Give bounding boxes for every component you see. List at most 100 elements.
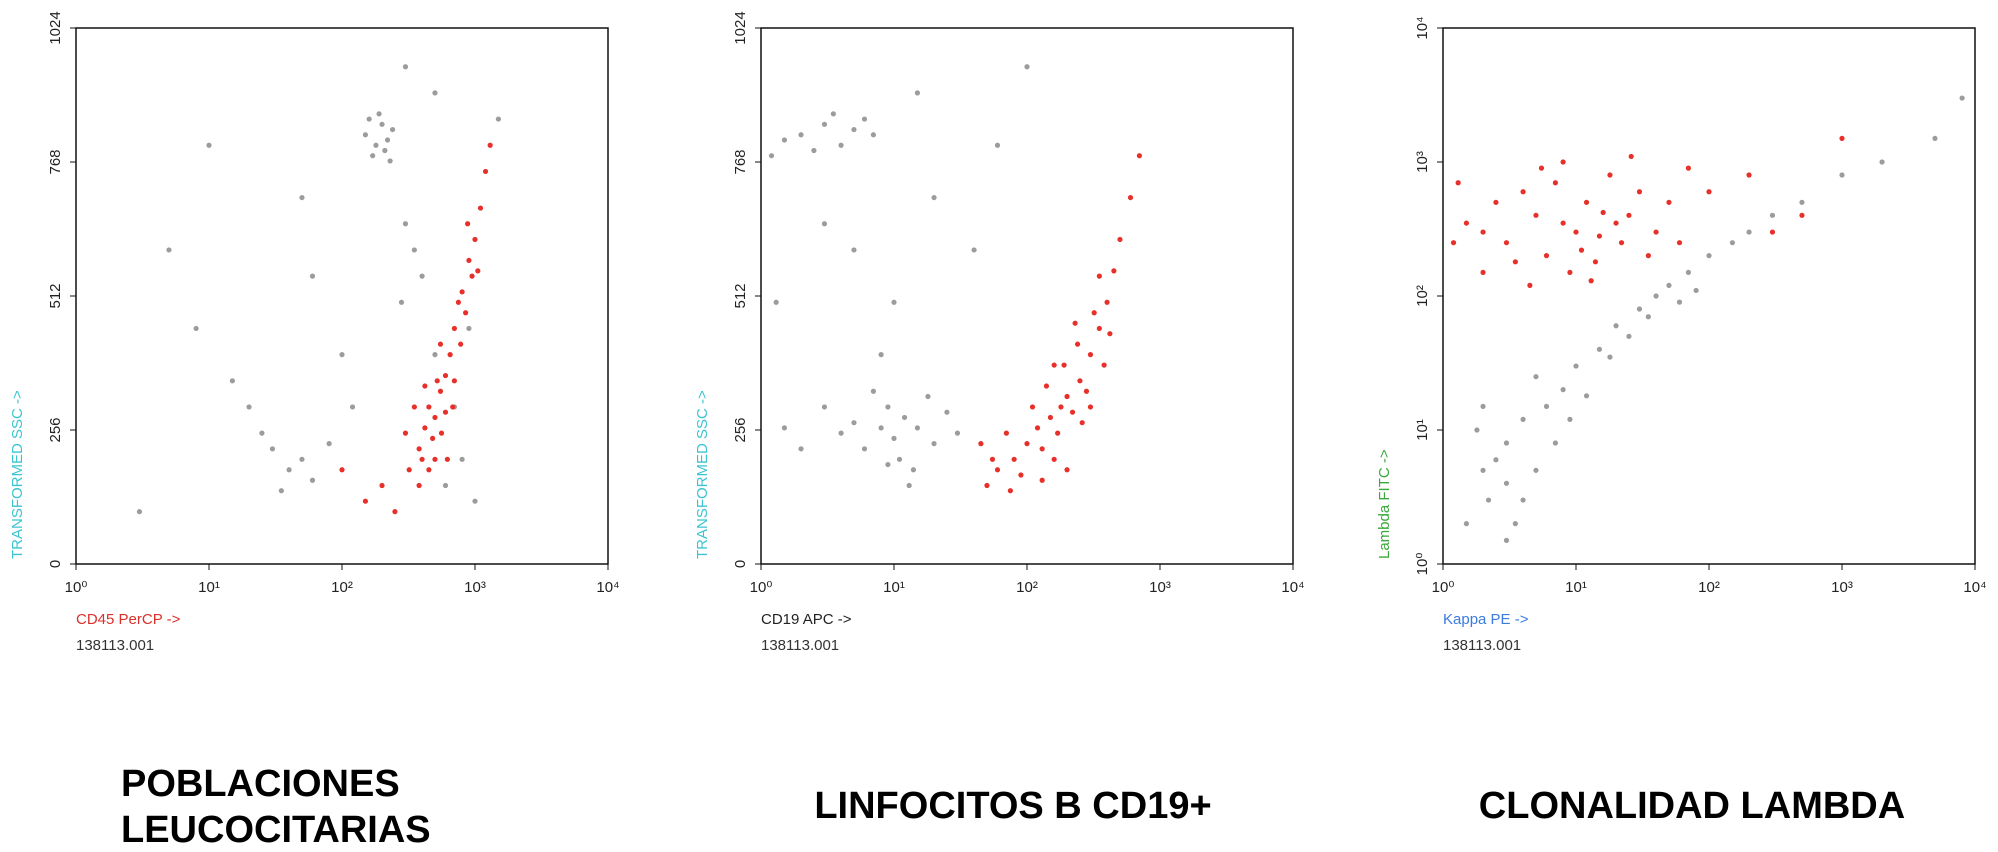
event-dot <box>1055 430 1061 436</box>
event-dot <box>1839 135 1845 142</box>
plot-frame <box>75 27 609 565</box>
event-dot <box>954 430 961 436</box>
event-dot <box>1003 430 1009 436</box>
event-dot <box>437 341 444 347</box>
x-tick-label: 10⁴ <box>596 579 619 596</box>
event-dot <box>398 299 405 305</box>
y-tick-label: 0 <box>732 560 749 568</box>
event-dot <box>1503 480 1510 486</box>
y-tick-label: 10² <box>1414 285 1431 307</box>
event-dot <box>1485 497 1492 503</box>
event-dot <box>1474 427 1480 433</box>
y-tick-label: 1024 <box>732 11 749 44</box>
y-axis-label: TRANSFORMED SSC -> <box>9 390 26 559</box>
event-dot <box>339 352 345 358</box>
sample-id: 138113.001 <box>761 637 839 654</box>
event-dot <box>1607 354 1613 360</box>
event-dot <box>781 137 788 143</box>
event-dot <box>1024 64 1030 70</box>
event-dot <box>432 456 438 462</box>
event-dot <box>1034 425 1041 431</box>
event-dot <box>821 404 828 410</box>
event-dot <box>1064 393 1070 400</box>
event-dot <box>1039 477 1045 483</box>
event-dot <box>1527 282 1533 288</box>
event-dot <box>1769 229 1776 235</box>
event-dot <box>821 121 828 127</box>
event-dot <box>1503 440 1510 446</box>
y-tick-label: 512 <box>47 283 64 308</box>
event-dot <box>1117 236 1123 243</box>
event-dot <box>1538 165 1545 171</box>
event-dot <box>432 90 438 96</box>
event-dot <box>1104 299 1110 305</box>
y-tick-label: 10⁴ <box>1414 16 1431 39</box>
event-dot <box>1618 240 1625 246</box>
event-dot <box>870 132 876 138</box>
event-dot <box>1043 383 1050 389</box>
x-tick-label: 10² <box>1698 579 1720 596</box>
event-dot <box>1029 404 1036 410</box>
event-dot <box>278 488 284 494</box>
y-tick-label: 256 <box>47 417 64 442</box>
event-dot <box>994 142 1001 148</box>
event-dot <box>1111 268 1117 274</box>
x-tick-label: 10⁴ <box>1281 579 1304 596</box>
y-tick-label: 0 <box>47 560 64 568</box>
event-dot <box>458 341 464 347</box>
event-dot <box>1600 209 1606 216</box>
event-dot <box>339 467 345 473</box>
event-dot <box>1077 378 1083 384</box>
event-dot <box>891 435 897 441</box>
event-dot <box>166 247 172 253</box>
event-dot <box>1072 320 1078 326</box>
event-dot <box>379 121 385 127</box>
event-dot <box>419 456 425 462</box>
event-dot <box>430 435 436 441</box>
event-dot <box>1051 362 1057 368</box>
event-dot <box>426 404 432 410</box>
event-dot <box>406 467 412 473</box>
event-dot <box>1666 282 1672 288</box>
event-dot <box>1628 153 1634 160</box>
event-dot <box>451 325 457 332</box>
event-dot <box>1087 352 1094 358</box>
event-dot <box>773 299 779 305</box>
event-dot <box>402 64 409 70</box>
event-dot <box>442 372 449 379</box>
event-dot <box>931 194 937 201</box>
event-dot <box>914 425 921 431</box>
event-dot <box>1512 259 1518 265</box>
event-dot <box>475 268 481 274</box>
event-dot <box>1645 314 1651 320</box>
event-dot <box>411 404 417 410</box>
panel: 10⁰ 10¹ 10² 10³ 10⁴ 0 256 512 768 1024 CD19 APC ->… <box>694 11 1305 827</box>
event-dot <box>419 273 425 279</box>
event-dot <box>1607 172 1613 178</box>
event-dot <box>437 388 444 394</box>
event-dot <box>299 194 305 201</box>
event-dot <box>1503 240 1510 246</box>
event-dot <box>1058 404 1064 410</box>
event-dot <box>1583 393 1590 399</box>
event-dot <box>1127 194 1134 201</box>
event-dot <box>885 461 891 468</box>
event-dot <box>1520 189 1526 195</box>
event-dot <box>1592 259 1599 265</box>
event-dot <box>1463 220 1470 226</box>
event-dot <box>1596 233 1603 239</box>
event-dot <box>482 168 489 175</box>
event-dot <box>366 116 372 122</box>
event-dot <box>402 221 409 227</box>
event-dot <box>891 299 897 305</box>
event-dot <box>798 132 804 138</box>
event-dot <box>896 456 903 462</box>
y-tick-label: 10⁰ <box>1414 553 1431 576</box>
event-dot <box>1706 253 1712 259</box>
y-tick-label: 10³ <box>1414 151 1431 173</box>
event-dot <box>1685 165 1691 171</box>
event-dot <box>1463 521 1470 527</box>
event-dot <box>885 404 891 410</box>
event-dot <box>309 477 316 483</box>
event-dot <box>1069 409 1076 415</box>
